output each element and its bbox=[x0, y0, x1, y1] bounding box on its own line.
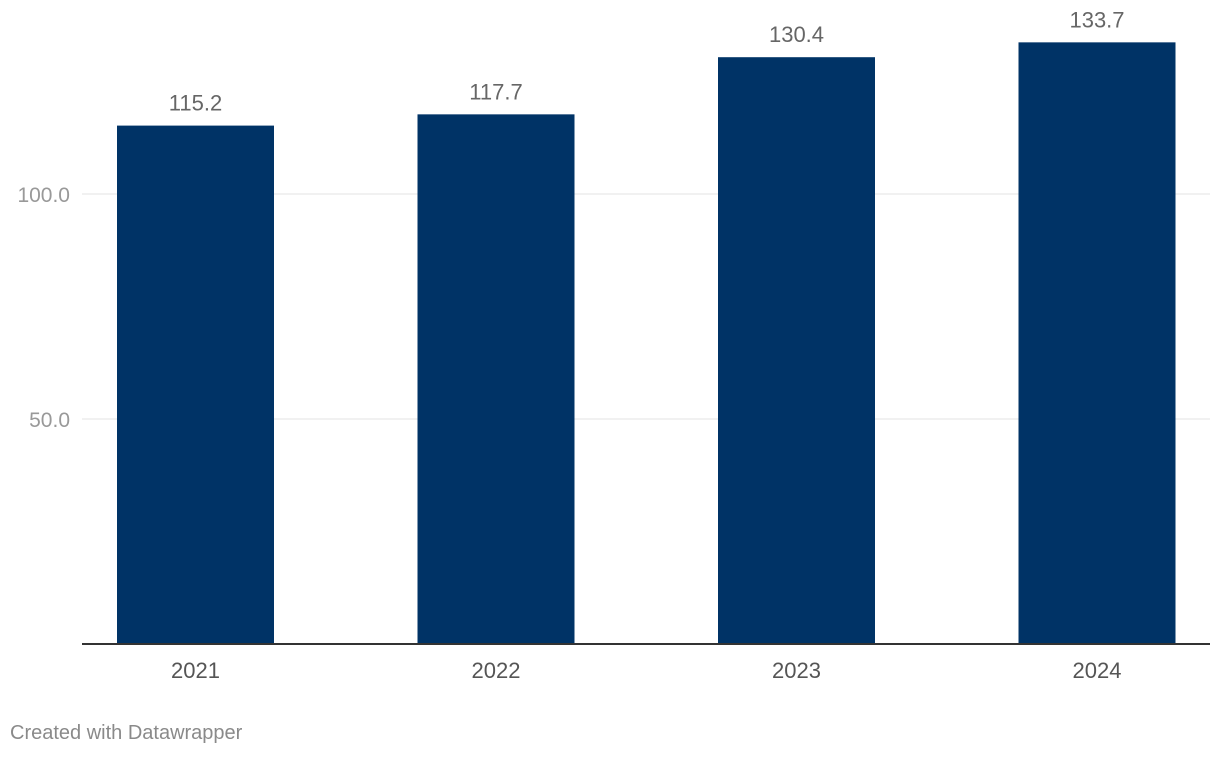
x-tick-label-2024: 2024 bbox=[1073, 658, 1122, 683]
bar-2023 bbox=[718, 57, 875, 644]
bars bbox=[117, 42, 1176, 645]
bar-2022 bbox=[417, 114, 575, 645]
data-labels: 115.2 117.7 130.4 133.7 bbox=[169, 7, 1125, 115]
data-label-2022: 117.7 bbox=[469, 79, 522, 104]
data-label-2021: 115.2 bbox=[169, 91, 222, 116]
bar-2024 bbox=[1018, 42, 1176, 645]
x-tick-label-2021: 2021 bbox=[171, 658, 220, 683]
y-tick-label: 50.0 bbox=[29, 409, 70, 432]
data-label-2023: 130.4 bbox=[769, 22, 824, 47]
footer-credit: Created with Datawrapper bbox=[10, 722, 243, 744]
x-tick-label-2023: 2023 bbox=[772, 658, 821, 683]
x-tick-label-2022: 2022 bbox=[472, 658, 521, 683]
x-axis-ticks: 2021 2022 2023 2024 bbox=[171, 658, 1121, 683]
y-axis-ticks: 50.0 100.0 bbox=[17, 184, 70, 432]
data-label-2024: 133.7 bbox=[1069, 7, 1124, 32]
bar-2021 bbox=[117, 125, 274, 645]
y-tick-label: 100.0 bbox=[17, 184, 70, 207]
